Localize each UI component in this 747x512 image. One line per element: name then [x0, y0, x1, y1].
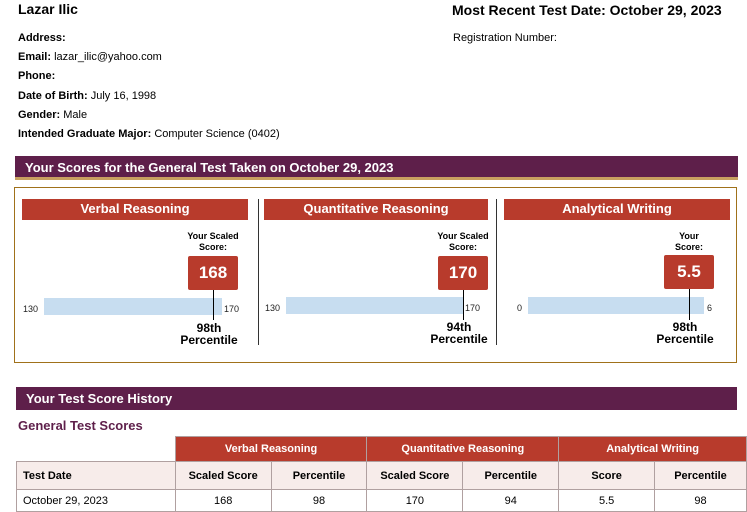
writing-max-label: 6	[707, 303, 713, 313]
row-test-date: October 29, 2023	[16, 489, 176, 512]
quant-score-bar	[286, 297, 463, 314]
info-gender: Gender: Male	[18, 109, 88, 121]
writing-score-badge: 5.5	[664, 255, 714, 289]
scores-box	[14, 187, 737, 363]
most-recent-test-date: Most Recent Test Date: October 29, 2023	[452, 2, 722, 18]
row-verbal-scaled: 168	[174, 489, 272, 512]
registration-number-label: Registration Number:	[453, 32, 557, 44]
writing-score-bar	[528, 297, 704, 314]
info-email: Email: lazar_ilic@yahoo.com	[18, 51, 162, 63]
verbal-percentile: 98th Percentile	[180, 321, 238, 347]
info-major: Intended Graduate Major: Computer Scienc…	[18, 128, 280, 140]
col-header-verbal-scaled: Scaled Score	[174, 461, 272, 490]
history-group-verbal: Verbal Reasoning	[174, 436, 368, 462]
writing-score-marker	[689, 289, 690, 320]
verbal-section-header: Verbal Reasoning	[22, 199, 248, 220]
quant-percentile: 94th Percentile	[430, 320, 488, 346]
col-header-writing-percentile: Percentile	[654, 461, 747, 490]
col-header-quant-scaled: Scaled Score	[366, 461, 464, 490]
verbal-scaled-label: Your Scaled Score:	[187, 231, 239, 252]
row-writing-percentile: 98	[654, 489, 747, 512]
col-header-writing-score: Score	[558, 461, 656, 490]
info-address: Address:	[18, 32, 66, 44]
verbal-min-label: 130	[23, 304, 39, 314]
col-header-test-date: Test Date	[16, 461, 176, 490]
quant-section-header: Quantitative Reasoning	[264, 199, 488, 220]
quant-min-label: 130	[265, 303, 281, 313]
writing-min-label: 0	[517, 303, 523, 313]
info-phone: Phone:	[18, 70, 56, 82]
quant-score-badge: 170	[438, 256, 488, 290]
section-divider	[496, 199, 497, 345]
history-section-title: Your Test Score History	[16, 387, 737, 410]
verbal-score-bar	[44, 298, 222, 315]
score-history-table: Verbal Reasoning Quantitative Reasoning …	[16, 436, 747, 512]
table-corner	[16, 436, 176, 462]
table-row: October 29, 2023 168 98 170 94 5.5 98	[16, 489, 747, 512]
info-dob: Date of Birth: July 16, 1998	[18, 90, 157, 102]
col-header-quant-percentile: Percentile	[462, 461, 560, 490]
history-group-writing: Analytical Writing	[558, 436, 747, 462]
writing-section-header: Analytical Writing	[504, 199, 730, 220]
quant-scaled-label: Your Scaled Score:	[437, 231, 489, 252]
verbal-score-badge: 168	[188, 256, 238, 290]
candidate-name: Lazar Ilic	[18, 1, 78, 17]
col-header-verbal-percentile: Percentile	[270, 461, 368, 490]
scores-section-title: Your Scores for the General Test Taken o…	[15, 156, 738, 180]
row-writing-score: 5.5	[558, 489, 656, 512]
row-verbal-percentile: 98	[270, 489, 368, 512]
row-quant-scaled: 170	[366, 489, 464, 512]
general-test-scores-heading: General Test Scores	[18, 418, 143, 433]
verbal-score-marker	[213, 290, 214, 320]
section-divider	[258, 199, 259, 345]
writing-percentile: 98th Percentile	[656, 320, 714, 346]
history-group-quant: Quantitative Reasoning	[366, 436, 560, 462]
verbal-max-label: 170	[224, 304, 240, 314]
quant-max-label: 170	[465, 303, 481, 313]
row-quant-percentile: 94	[462, 489, 560, 512]
writing-scaled-label: Your Score:	[674, 231, 703, 252]
quant-score-marker	[463, 290, 464, 320]
